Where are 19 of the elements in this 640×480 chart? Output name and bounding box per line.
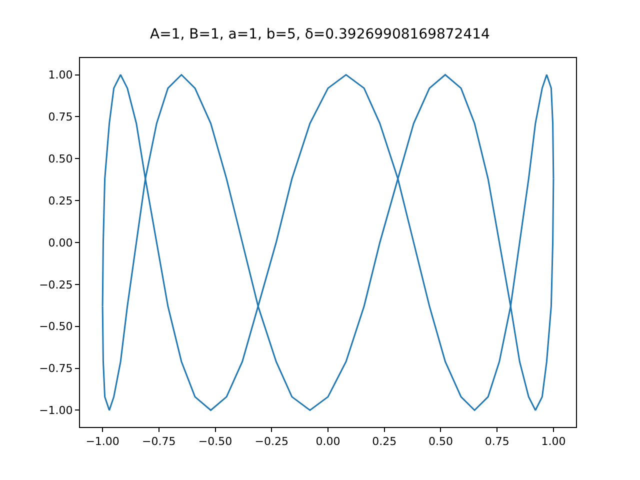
x-tick-label: −0.75: [142, 435, 176, 448]
y-tick-label: −0.50: [39, 320, 73, 334]
x-tick-label: 1.00: [541, 435, 566, 448]
y-tick-label: −0.25: [39, 278, 73, 292]
x-tick-label: 0.50: [428, 435, 453, 448]
x-tick-label: −0.50: [198, 435, 232, 448]
y-tick-label: −1.00: [39, 404, 73, 418]
y-tick-label: 0.75: [48, 110, 73, 124]
x-tick-label: −0.25: [254, 435, 288, 448]
y-tick-label: 0.25: [48, 194, 73, 208]
y-tick-label: 0.50: [48, 152, 73, 166]
x-tick-label: −1.00: [86, 435, 120, 448]
x-tick-label: 0.75: [484, 435, 510, 448]
y-tick-label: 0.00: [48, 236, 73, 250]
y-tick-label: −0.75: [39, 362, 73, 376]
chart-title: A=1, B=1, a=1, b=5, δ=0.39269908169872414: [150, 26, 490, 42]
x-tick-label: 0.25: [372, 435, 397, 448]
y-tick-label: 1.00: [48, 68, 73, 82]
x-tick-label: 0.00: [316, 435, 340, 448]
